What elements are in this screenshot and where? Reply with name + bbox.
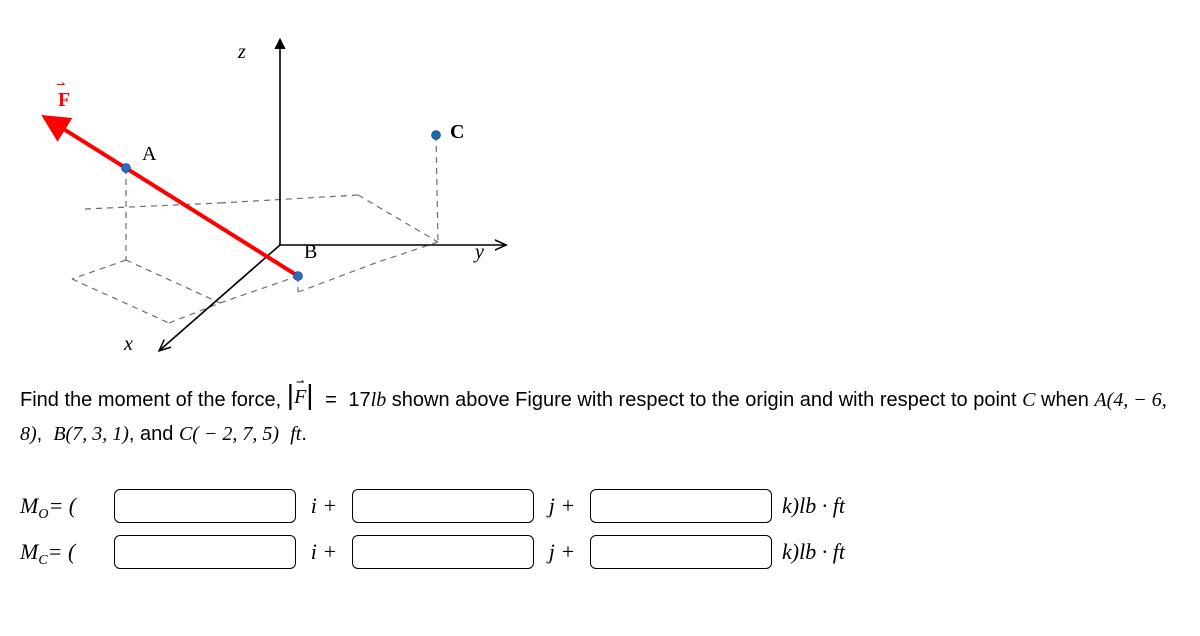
- problem-statement: Find the moment of the force, | ⇀F | = 1…: [20, 380, 1180, 451]
- input-MO-i[interactable]: [114, 489, 296, 523]
- input-MO-j[interactable]: [352, 489, 534, 523]
- diagram-svg: z y x A B C F⇀: [20, 20, 520, 360]
- coords-C: C( − 2, 7, 5): [179, 423, 279, 445]
- svg-text:F: F: [58, 89, 70, 111]
- op-i-plus: i +: [302, 493, 346, 519]
- unit-k-lbft: k)lb · ft: [778, 493, 845, 519]
- svg-text:⇀: ⇀: [56, 79, 65, 91]
- lhs-MO: MO = (: [20, 493, 108, 519]
- op-i-plus-2: i +: [302, 539, 346, 565]
- answers-block: MO = ( i + j + k)lb · ft MC = ( i + j + …: [20, 489, 1180, 569]
- input-MC-j[interactable]: [352, 535, 534, 569]
- input-MC-i[interactable]: [114, 535, 296, 569]
- unit-ft: ft: [290, 423, 301, 445]
- svg-text:A: A: [142, 143, 157, 165]
- coords-B: B(7, 3, 1): [53, 423, 129, 445]
- lhs-MC: MC = (: [20, 539, 108, 565]
- vector-F: ⇀F: [294, 380, 306, 414]
- force-magnitude-unit: lb: [371, 389, 387, 411]
- prompt-text-2: shown above Figure with respect to the o…: [392, 389, 1022, 411]
- answer-row-MO: MO = ( i + j + k)lb · ft: [20, 489, 1180, 523]
- prompt-text-1: Find the moment of the force,: [20, 389, 287, 411]
- force-magnitude-value: 17: [348, 389, 370, 411]
- svg-text:z: z: [237, 41, 246, 63]
- svg-text:C: C: [450, 121, 464, 143]
- input-MC-k[interactable]: [590, 535, 772, 569]
- svg-text:x: x: [123, 333, 133, 355]
- unit-k-lbft-2: k)lb · ft: [778, 539, 845, 565]
- point-C-name: C: [1022, 389, 1035, 411]
- force-magnitude-expr: | ⇀F |: [287, 380, 314, 414]
- op-j-plus-2: j +: [540, 539, 584, 565]
- diagram-3d-axes: z y x A B C F⇀: [20, 20, 520, 360]
- prompt-and: , and: [129, 423, 179, 445]
- answer-row-MC: MC = ( i + j + k)lb · ft: [20, 535, 1180, 569]
- op-j-plus: j +: [540, 493, 584, 519]
- prompt-when: when: [1041, 389, 1094, 411]
- input-MO-k[interactable]: [590, 489, 772, 523]
- svg-text:B: B: [304, 241, 317, 263]
- svg-text:y: y: [473, 241, 484, 263]
